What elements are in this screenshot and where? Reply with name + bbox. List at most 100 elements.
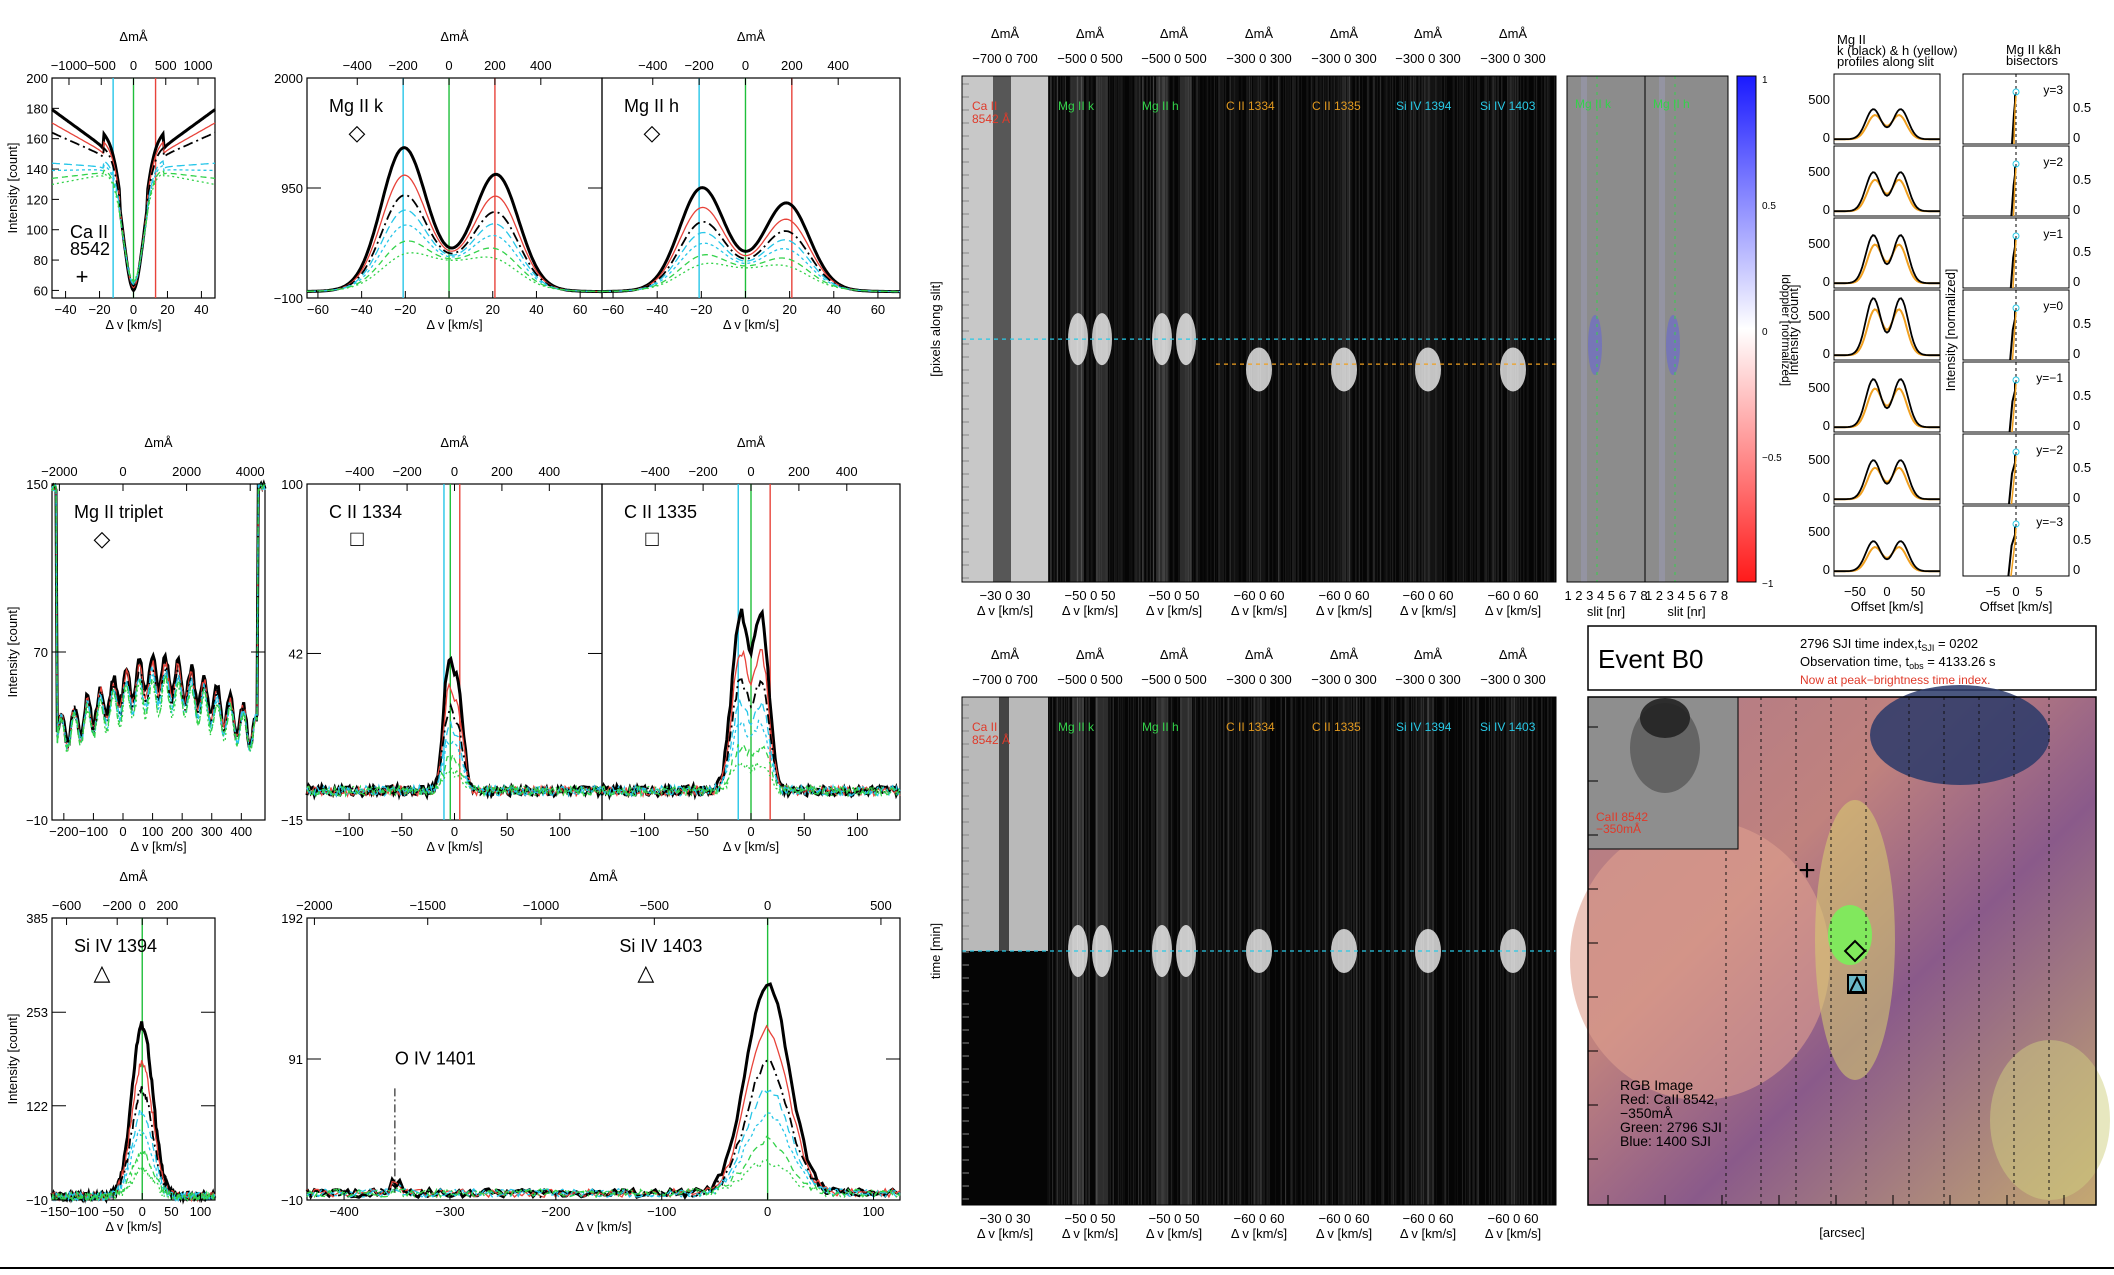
x-axis-label: Δ v [km/s]	[1400, 603, 1456, 618]
image-column-0: ΔmÅ −700 0 700 Ca II 8542 Å −30 0 30Δ v [km/…	[962, 647, 1048, 1241]
x-tick-label: −5	[1986, 584, 2001, 599]
column-label: Si IV 1403	[1480, 99, 1536, 113]
profile-series-6	[51, 173, 216, 281]
bisector-h	[2011, 311, 2017, 361]
x-tick-label: −100	[69, 1204, 98, 1219]
y-tick-label: 42	[289, 646, 303, 661]
y-tick-label: 100	[281, 477, 303, 492]
y-tick-label: 253	[26, 1005, 48, 1020]
y-tick-label: 0	[1823, 202, 1830, 217]
colorbar	[1736, 75, 1757, 583]
x-tick-label: −150	[40, 1204, 69, 1219]
y-tick-label: 192	[281, 911, 303, 926]
profile-series-4	[602, 719, 901, 798]
x-tick-label: 400	[230, 824, 252, 839]
y-tick-label: 70	[34, 645, 48, 660]
x-tick-label: −60 0 60	[1403, 1211, 1454, 1226]
profile-k	[1834, 459, 1940, 501]
rgb-feature	[1870, 685, 2050, 785]
column-label: Ca II 8542 Å	[972, 99, 1010, 126]
bisector-marker	[2012, 448, 2020, 456]
bisector-k	[2010, 166, 2016, 217]
x-tick-label: −60 0 60	[1319, 1211, 1370, 1226]
x-axis-label: Δ v [km/s]	[426, 839, 482, 854]
image-column-4: ΔmÅ −300 0 300 C II 1335 −60 0 60Δ v [km/s]	[1302, 647, 1386, 1241]
bisector-marker	[2012, 304, 2020, 312]
x-axis-label: Δ v [km/s]	[1231, 603, 1287, 618]
brightening-blob	[1415, 347, 1441, 392]
marker-triangle	[1848, 975, 1866, 993]
top-tick-label: −300 0 300	[1395, 672, 1460, 687]
x-tick-label: 0	[1883, 584, 1890, 599]
profile-series-0	[51, 108, 216, 293]
top-tick-label: −400	[345, 464, 374, 479]
y-tick-label: 500	[1808, 308, 1830, 323]
profile-series-4	[601, 242, 900, 293]
x-tick-label: 100	[190, 1204, 212, 1219]
profile-series-6	[51, 1165, 216, 1203]
x-tick-label: −60 0 60	[1234, 588, 1285, 603]
x-tick-label: −40	[351, 302, 373, 317]
info-frame	[1587, 625, 2097, 691]
x-tick-label: 50	[797, 824, 811, 839]
x-tick-label: −50	[687, 824, 709, 839]
y-tick-label: 500	[1808, 524, 1830, 539]
profile-k	[1834, 540, 1940, 573]
top-axis-label: ΔmÅ	[737, 29, 766, 44]
colorbar-tick: 0	[1762, 327, 1768, 338]
profile-series-2	[51, 131, 216, 288]
x-tick-label: −50 0 50	[1149, 1211, 1200, 1226]
top-tick-label: 0	[451, 464, 458, 479]
marker-symbol: □	[645, 526, 658, 551]
image-band	[1338, 76, 1350, 582]
bisector-k	[2009, 238, 2016, 289]
image-column-1: ΔmÅ −500 0 500 Mg II k −50 0 50Δ v [km/s]	[1047, 26, 1132, 618]
image-column-4: ΔmÅ −300 0 300 C II 1335 −60 0 60Δ v [km/s]	[1302, 26, 1386, 618]
image-background	[1048, 76, 1132, 582]
x-tick-label: −50 0 50	[1149, 588, 1200, 603]
bisector-marker	[2012, 88, 2020, 96]
top-tick-label: 200	[156, 898, 178, 913]
column-label: C II 1334	[1226, 720, 1275, 734]
stack-title: Mg II k&h bisectors	[2006, 42, 2061, 68]
profile-series-1	[306, 682, 603, 798]
image-band	[999, 697, 1009, 951]
x-tick-label: −60	[307, 302, 329, 317]
top-tick-label: 0	[764, 898, 771, 913]
y-tick-label: −10	[26, 813, 48, 828]
line-label: Si IV 1403	[619, 936, 702, 956]
top-tick-label: −700 0 700	[972, 672, 1037, 687]
bisector-k	[2008, 382, 2016, 433]
spectral-panel-mg_h: −60 −40 −20 0 20 40 60Δ v [km/s]ΔmÅ−400 −200 0 20…	[601, 29, 901, 332]
top-tick-label: −500 0 500	[1141, 672, 1206, 687]
image-background	[1216, 76, 1302, 582]
y-tick-label: 0	[2073, 562, 2080, 577]
top-tick-label: −500	[87, 58, 116, 73]
y-tick-label: 0	[2073, 418, 2080, 433]
top-axis-label: ΔmÅ	[440, 29, 469, 44]
marker-diamond	[1843, 939, 1867, 963]
x-tick-label: 100	[549, 824, 571, 839]
x-tick-label: −20	[690, 302, 712, 317]
x-tick-label: 50	[1911, 584, 1925, 599]
profile-series-0	[51, 479, 267, 748]
profile-series-1	[307, 174, 602, 293]
top-tick-label: 200	[484, 58, 506, 73]
profile-series-5	[51, 1150, 216, 1203]
profile-series-6	[51, 482, 266, 756]
x-tick-label: −50	[391, 824, 413, 839]
y-tick-label: 0	[2073, 202, 2080, 217]
top-axis-label: ΔmÅ	[144, 435, 173, 450]
top-tick-label: −400	[641, 464, 670, 479]
image-column-6: ΔmÅ −300 0 300 Si IV 1403 −60 0 60Δ v [km/s…	[1469, 26, 1557, 618]
peak-note: Now at peak−brightness time index.	[1800, 673, 1990, 687]
plot-frame	[51, 917, 216, 1201]
y-tick-label: 0.5	[2073, 460, 2091, 475]
y-tick-label: 0	[2073, 130, 2080, 145]
doppler-band	[1659, 76, 1665, 582]
y-tick-label: 500	[1808, 164, 1830, 179]
profile-box	[1833, 289, 1941, 361]
top-tick-label: −2000	[41, 464, 78, 479]
x-tick-label: 40	[529, 302, 543, 317]
